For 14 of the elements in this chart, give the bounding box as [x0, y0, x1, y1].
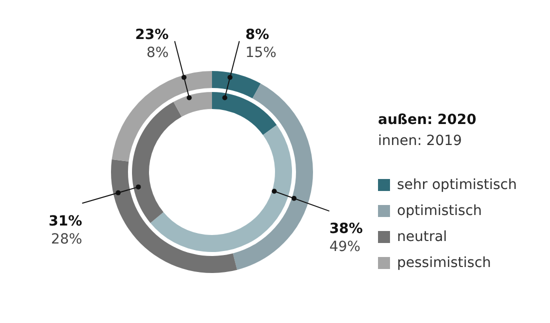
data-label: 49% — [329, 239, 360, 256]
data-label: 38% — [329, 221, 363, 238]
legend-label: pessimistisch — [397, 255, 492, 271]
data-label: 31% — [48, 213, 82, 230]
legend-label: optimistisch — [397, 203, 482, 219]
legend-label: neutral — [397, 229, 448, 245]
data-label: 15% — [245, 45, 276, 62]
data-label: 23% — [135, 27, 169, 44]
data-label: 8% — [146, 45, 169, 62]
slice-label: außen: 2020 — [378, 111, 478, 130]
data-label: 8% — [245, 27, 270, 44]
legend-label: sehr optimistisch — [397, 177, 517, 193]
slice-label: innen: 2019 — [378, 132, 463, 151]
data-label: 28% — [51, 231, 82, 248]
